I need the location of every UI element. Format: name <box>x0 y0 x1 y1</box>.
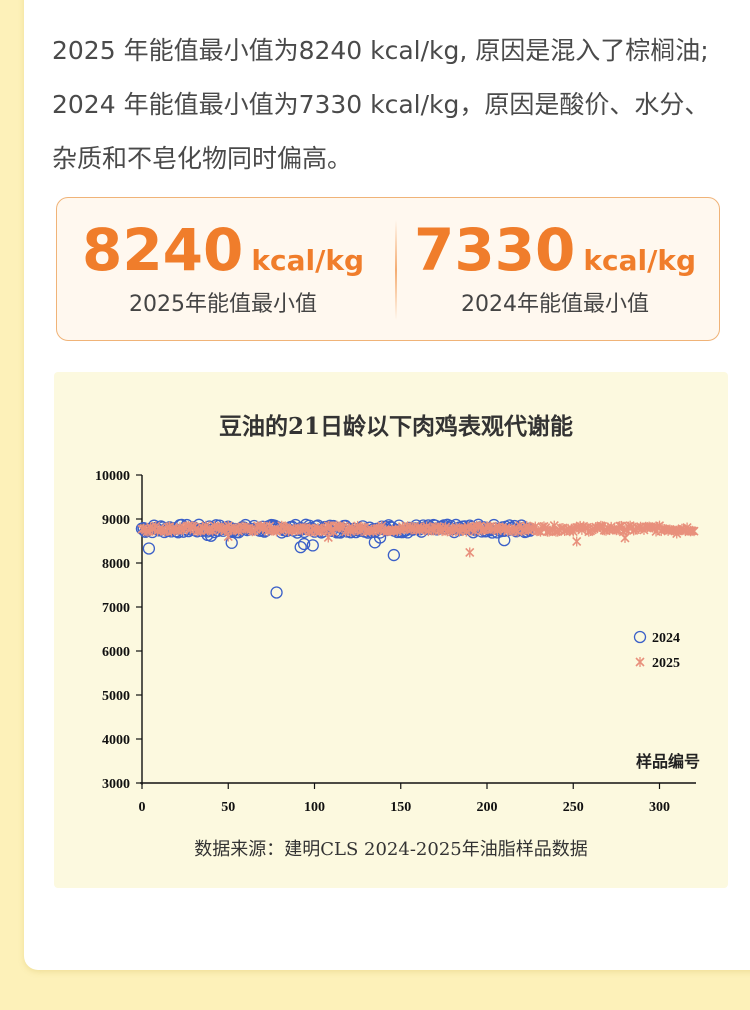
legend-marker-2024 <box>633 630 647 644</box>
stat-unit: kcal/kg <box>251 244 365 277</box>
point-2024 <box>387 548 401 562</box>
stat-label: 2024年能值最小值 <box>461 292 649 317</box>
y-tick-label: 3000 <box>102 777 130 792</box>
chart-title: 豆油的21日龄以下肉鸡表观代谢能 <box>219 413 573 440</box>
y-tick-label: 7000 <box>102 601 130 616</box>
point-2025 <box>572 536 582 547</box>
chart-container: 豆油的21日龄以下肉鸡表观代谢能 3000 4000 5000 6000 7000 800… <box>54 372 728 888</box>
point-2024 <box>297 537 311 551</box>
x-tick-label: 50 <box>221 800 235 815</box>
scatter-chart: 豆油的21日龄以下肉鸡表观代谢能 30004000500060007000800… <box>95 413 700 860</box>
point-2024 <box>294 541 307 554</box>
stats-divider <box>395 220 397 320</box>
x-tick-label: 200 <box>477 800 498 815</box>
point-2025 <box>465 547 475 558</box>
stat-2025-min: 8240 kcal/kg 2025年能值最小值 <box>57 198 389 342</box>
intro-text: 2025 年能值最小值为8240 kcal/kg, 原因是混入了棕榈油; 202… <box>52 24 732 186</box>
y-tick-label: 5000 <box>102 689 130 704</box>
intro-line-3: 杂质和不皂化物同时偏高。 <box>52 144 353 173</box>
stat-label: 2025年能值最小值 <box>129 292 317 317</box>
point-2025 <box>620 532 630 543</box>
point-2024 <box>142 542 156 555</box>
y-tick-label: 8000 <box>102 557 130 572</box>
point-2025 <box>672 528 682 539</box>
stat-unit: kcal/kg <box>583 244 697 277</box>
stat-value: 8240 <box>81 216 244 284</box>
data-source: 数据来源：建明CLS 2024-2025年油脂样品数据 <box>194 839 587 860</box>
intro-line-1: 2025 年能值最小值为8240 kcal/kg, 原因是混入了棕榈油; <box>52 36 709 65</box>
legend-label-2024: 2024 <box>652 631 680 646</box>
legend-marker-2025 <box>635 657 645 667</box>
point-2024 <box>306 539 319 552</box>
point-2024 <box>270 586 283 599</box>
legend-label-2025: 2025 <box>652 656 680 671</box>
stats-panel: 8240 kcal/kg 2025年能值最小值 7330 kcal/kg 2024年… <box>56 197 720 341</box>
point-2025 <box>323 532 333 543</box>
point-2025 <box>223 531 233 542</box>
intro-line-2: 2024 年能值最小值为7330 kcal/kg，原因是酸价、水分、 <box>52 90 710 119</box>
point-2024 <box>225 536 238 549</box>
x-tick-label: 150 <box>390 800 411 815</box>
x-tick-label: 0 <box>139 800 146 815</box>
x-tick-label: 100 <box>304 800 325 815</box>
y-tick-label: 10000 <box>95 469 130 484</box>
x-tick-label: 250 <box>563 800 584 815</box>
y-tick-label: 9000 <box>102 513 130 528</box>
stat-value: 7330 <box>413 216 576 284</box>
x-axis-label: 样品编号 <box>636 752 700 771</box>
y-tick-label: 6000 <box>102 645 130 660</box>
point-2025 <box>685 525 696 536</box>
point-2025 <box>687 525 697 536</box>
stat-2024-min: 7330 kcal/kg 2024年能值最小值 <box>389 198 721 342</box>
x-tick-label: 300 <box>649 800 670 815</box>
y-tick-label: 4000 <box>102 733 130 748</box>
